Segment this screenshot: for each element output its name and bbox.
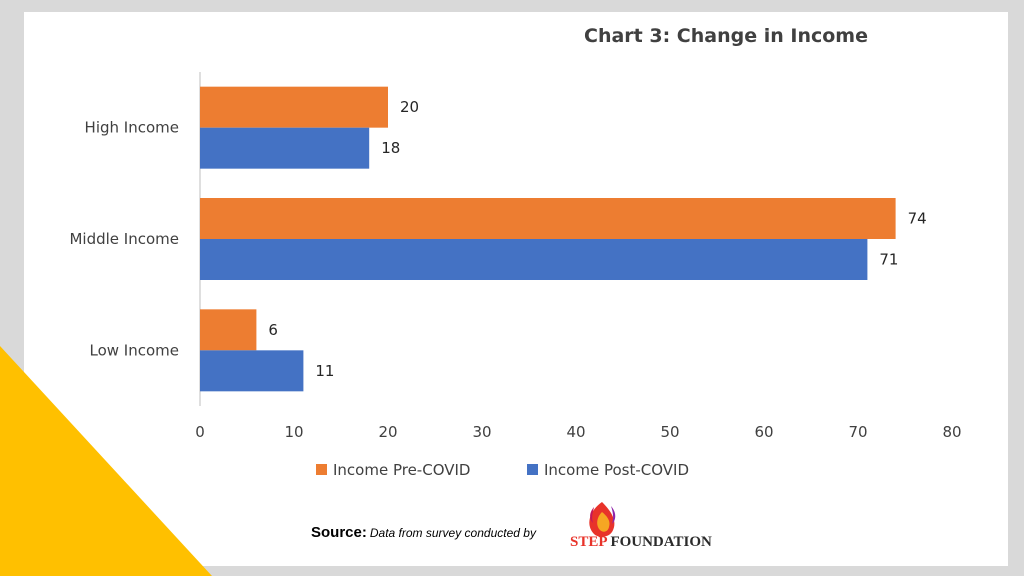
plot-area: High Income 20 18 Middle Income 74 71 Low Inco… xyxy=(69,72,962,441)
content-panel xyxy=(24,12,1008,566)
bar-pre-covid xyxy=(200,86,388,128)
x-tick-label: 70 xyxy=(848,423,867,441)
logo-step-text: STEP xyxy=(570,534,607,550)
data-label: 20 xyxy=(400,98,419,116)
accent-triangle xyxy=(0,346,212,576)
bar-pre-covid xyxy=(200,309,257,351)
source-text: Data from survey conducted by xyxy=(369,526,536,540)
category-label: Middle Income xyxy=(69,230,179,248)
legend: Income Pre-COVID Income Post-COVID xyxy=(316,461,689,479)
step-foundation-logo: STEP FOUNDATION xyxy=(570,500,730,560)
x-tick-label: 60 xyxy=(754,423,773,441)
bar-post-covid xyxy=(200,239,868,280)
legend-swatch-pre-covid xyxy=(316,464,327,475)
legend-label-pre-covid: Income Pre-COVID xyxy=(333,461,470,479)
source-label: Source: xyxy=(311,524,367,541)
x-tick-label: 0 xyxy=(195,423,205,441)
x-tick-label: 50 xyxy=(660,423,679,441)
bar-post-covid xyxy=(200,127,370,169)
x-tick-label: 10 xyxy=(284,423,303,441)
bar-post-covid xyxy=(200,350,304,392)
logo-foundation-text: FOUNDATION xyxy=(610,534,712,550)
category-label: High Income xyxy=(85,119,179,137)
legend-swatch-post-covid xyxy=(527,464,538,475)
data-label: 11 xyxy=(315,362,334,380)
x-tick-label: 20 xyxy=(378,423,397,441)
data-label: 71 xyxy=(879,251,898,269)
chart-title: Chart 3: Change in Income xyxy=(584,25,868,47)
bar-pre-covid xyxy=(200,198,896,239)
data-label: 6 xyxy=(268,321,278,339)
legend-label-post-covid: Income Post-COVID xyxy=(544,461,689,479)
flame-logo-icon xyxy=(589,502,616,537)
x-tick-label: 80 xyxy=(942,423,961,441)
category-label: Low Income xyxy=(89,341,179,359)
x-tick-label: 40 xyxy=(566,423,585,441)
source-note: Source: Data from survey conducted by xyxy=(311,524,536,541)
x-tick-label: 30 xyxy=(472,423,491,441)
data-label: 74 xyxy=(908,210,927,228)
data-label: 18 xyxy=(381,139,400,157)
